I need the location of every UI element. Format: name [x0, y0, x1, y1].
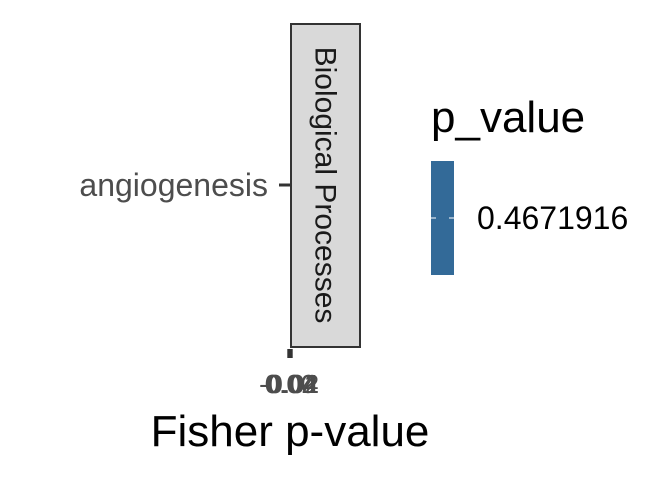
legend: p_value 0.4671916 [431, 93, 628, 275]
facet-strip-background [290, 23, 361, 348]
x-tick-label: 0.00 [265, 369, 316, 399]
x-tick-label: -0.04 [259, 369, 318, 399]
legend-label: 0.4671916 [477, 200, 628, 236]
x-axis-title: Fisher p-value [151, 407, 430, 456]
facet-strip-label: Biological Processes [309, 47, 342, 324]
y-tick-label: angiogenesis [79, 167, 268, 203]
x-tick-label: 0.02 [265, 369, 316, 399]
legend-entries: 0.4671916 [431, 161, 628, 275]
legend-colorbar [431, 161, 454, 275]
facet-strip: Biological Processes [290, 23, 361, 348]
y-axis: angiogenesis [79, 167, 290, 203]
x-axis: -0.04-0.020.000.020.04 [259, 349, 319, 399]
legend-title: p_value [431, 93, 585, 142]
x-tick-label: -0.02 [260, 369, 319, 399]
x-tick-label: 0.04 [266, 369, 317, 399]
